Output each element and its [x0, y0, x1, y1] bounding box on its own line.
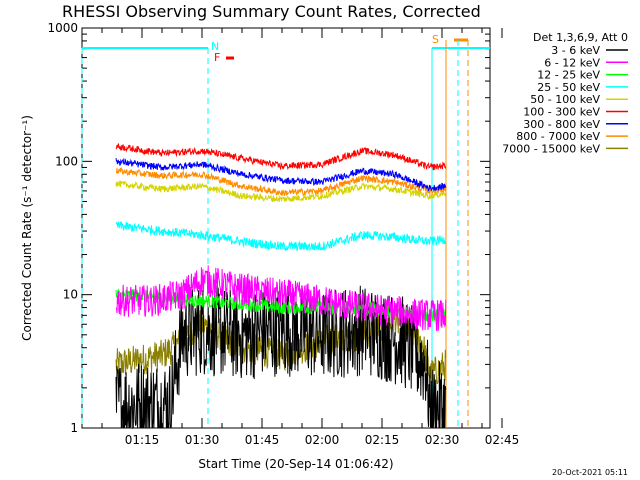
legend-entry-label: 3 - 6 keV [551, 44, 600, 57]
x-tick-label: 01:15 [125, 433, 160, 447]
series-line [115, 157, 447, 192]
legend-entry-label: 6 - 12 keV [544, 56, 600, 69]
flare-label: F [214, 51, 220, 64]
x-tick-label: 02:15 [365, 433, 400, 447]
x-tick-label: 02:45 [485, 433, 520, 447]
series-layer [115, 143, 447, 430]
x-tick-label: 01:30 [185, 433, 220, 447]
x-tick-label: 01:45 [245, 433, 280, 447]
footer-date: 20-Oct-2021 05:11 [552, 468, 628, 477]
x-tick-label: 02:30 [425, 433, 460, 447]
series-line [115, 221, 447, 252]
y-axis-label: Corrected Count Rate (s⁻¹ detector⁻¹) [20, 115, 34, 341]
x-tick-label: 02:00 [305, 433, 340, 447]
legend-entry-label: 800 - 7000 keV [516, 130, 600, 143]
saa-label: S [432, 33, 439, 46]
y-tick-label: 10 [63, 288, 78, 302]
series-line [115, 284, 447, 430]
legend-entry-label: 7000 - 15000 keV [502, 142, 600, 155]
legend-entry-label: 25 - 50 keV [537, 81, 600, 94]
night-label: N [211, 40, 219, 53]
y-tick-label: 1 [70, 421, 78, 435]
legend-entry-label: 50 - 100 keV [530, 93, 600, 106]
axis-ticks: 1 10 100 1000 01:15 01:30 01:45 02:00 02:15 02:30… [47, 21, 519, 447]
series-line [115, 180, 447, 203]
legend-entry-label: 100 - 300 keV [523, 106, 600, 119]
legend-header: Det 1,3,6,9, Att 0 [533, 31, 628, 44]
series-line [115, 143, 447, 171]
series-line [115, 265, 447, 332]
y-tick-label: 1000 [47, 21, 78, 35]
legend-entry-label: 300 - 800 keV [523, 118, 600, 131]
chart-title: RHESSI Observing Summary Count Rates, Co… [62, 2, 481, 21]
y-tick-label: 100 [55, 154, 78, 168]
series-line [115, 305, 447, 387]
series-line [115, 166, 447, 197]
legend-entry-label: 12 - 25 keV [537, 69, 600, 82]
x-axis-label: Start Time (20-Sep-14 01:06:42) [198, 457, 393, 471]
